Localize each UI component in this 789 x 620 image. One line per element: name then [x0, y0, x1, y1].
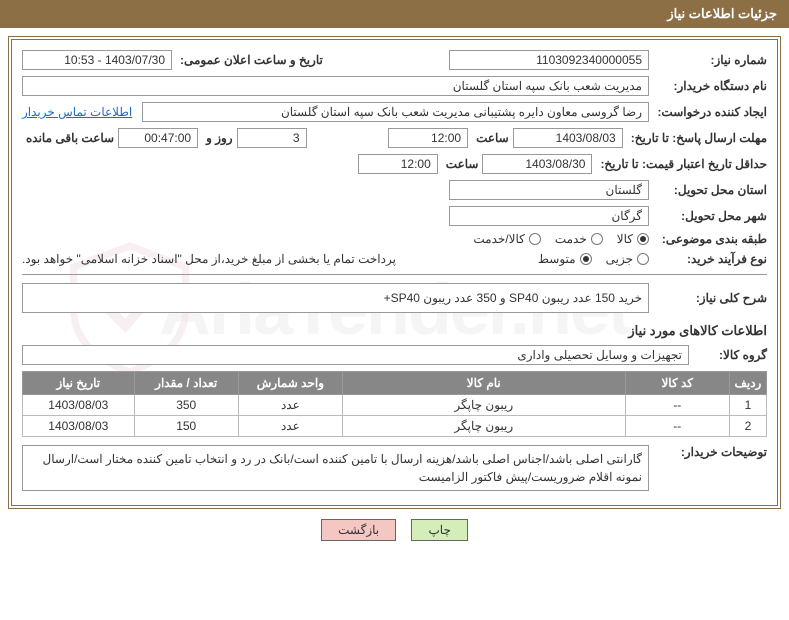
deadline-label: مهلت ارسال پاسخ: تا تاریخ:	[631, 131, 767, 145]
radio-both[interactable]	[529, 233, 541, 245]
summary-label: شرح کلی نیاز:	[657, 291, 767, 305]
category-label: طبقه بندی موضوعی:	[657, 232, 767, 246]
table-cell: ریبون چاپگر	[342, 416, 625, 437]
buyer-label: نام دستگاه خریدار:	[657, 79, 767, 93]
table-cell: ریبون چاپگر	[342, 395, 625, 416]
items-col-header: تعداد / مقدار	[134, 372, 238, 395]
table-cell: 150	[134, 416, 238, 437]
radio-small[interactable]	[637, 253, 649, 265]
radio-medium[interactable]	[580, 253, 592, 265]
table-row: 1--ریبون چاپگرعدد3501403/08/03	[23, 395, 767, 416]
items-col-header: واحد شمارش	[238, 372, 342, 395]
city-label: شهر محل تحویل:	[657, 209, 767, 223]
items-col-header: ردیف	[729, 372, 766, 395]
group-value: تجهیزات و وسایل تحصیلی واداری	[22, 345, 689, 365]
table-cell: 1403/08/03	[23, 395, 135, 416]
deadline-date: 1403/08/03	[513, 128, 623, 148]
panel-header: جزئیات اطلاعات نیاز	[0, 0, 789, 28]
items-col-header: نام کالا	[342, 372, 625, 395]
announce-label: تاریخ و ساعت اعلان عمومی:	[180, 53, 323, 67]
table-cell: --	[625, 395, 729, 416]
items-col-header: کد کالا	[625, 372, 729, 395]
buyer-value: مدیریت شعب بانک سپه استان گلستان	[22, 76, 649, 96]
items-table: ردیفکد کالانام کالاواحد شمارشتعداد / مقد…	[22, 371, 767, 437]
category-radio-group: کالا خدمت کالا/خدمت	[473, 232, 649, 246]
requester-label: ایجاد کننده درخواست:	[657, 105, 767, 119]
items-col-header: تاریخ نیاز	[23, 372, 135, 395]
table-cell: عدد	[238, 416, 342, 437]
header-title: جزئیات اطلاعات نیاز	[667, 6, 777, 21]
state-label: استان محل تحویل:	[657, 183, 767, 197]
validity-time-label: ساعت	[446, 157, 479, 171]
table-cell: --	[625, 416, 729, 437]
items-info-title: اطلاعات کالاهای مورد نیاز	[22, 323, 767, 339]
buyer-notes-label: توضیحات خریدار:	[657, 445, 767, 459]
need-no-value: 1103092340000055	[449, 50, 649, 70]
table-cell: عدد	[238, 395, 342, 416]
radio-service-label: خدمت	[555, 232, 587, 246]
city-value: گرگان	[449, 206, 649, 226]
deadline-time: 12:00	[388, 128, 468, 148]
print-button[interactable]: چاپ	[411, 519, 467, 541]
validity-label: حداقل تاریخ اعتبار قیمت: تا تاریخ:	[600, 157, 767, 171]
group-label: گروه کالا:	[697, 348, 767, 362]
announce-value: 1403/07/30 - 10:53	[22, 50, 172, 70]
need-no-label: شماره نیاز:	[657, 53, 767, 67]
table-cell: 1	[729, 395, 766, 416]
summary-value: خرید 150 عدد ریبون SP40 و 350 عدد ریبون …	[22, 283, 649, 313]
table-row: 2--ریبون چاپگرعدد1501403/08/03	[23, 416, 767, 437]
requester-value: رضا گروسی معاون دایره پشتیبانی مدیریت شع…	[142, 102, 649, 122]
contact-link[interactable]: اطلاعات تماس خریدار	[22, 105, 132, 119]
deadline-time-label: ساعت	[476, 131, 509, 145]
proc-note: پرداخت تمام یا بخشی از مبلغ خرید،از محل …	[22, 252, 396, 266]
buyer-notes: گارانتی اصلی باشد/اجناس اصلی باشد/هزینه …	[22, 445, 649, 491]
radio-small-label: جزیی	[606, 252, 633, 266]
radio-medium-label: متوسط	[538, 252, 576, 266]
separator	[22, 274, 767, 275]
validity-date: 1403/08/30	[482, 154, 592, 174]
proc-radio-group: جزیی متوسط	[538, 252, 649, 266]
table-cell: 1403/08/03	[23, 416, 135, 437]
remain-suffix: ساعت باقی مانده	[26, 131, 114, 145]
state-value: گلستان	[449, 180, 649, 200]
remain-time: 00:47:00	[118, 128, 198, 148]
table-cell: 350	[134, 395, 238, 416]
radio-goods[interactable]	[637, 233, 649, 245]
remain-days: 3	[237, 128, 307, 148]
days-label: روز و	[206, 131, 233, 145]
proc-type-label: نوع فرآیند خرید:	[657, 252, 767, 266]
table-cell: 2	[729, 416, 766, 437]
radio-service[interactable]	[591, 233, 603, 245]
radio-both-label: کالا/خدمت	[473, 232, 524, 246]
validity-time: 12:00	[358, 154, 438, 174]
back-button[interactable]: بازگشت	[321, 519, 396, 541]
radio-goods-label: کالا	[617, 232, 633, 246]
